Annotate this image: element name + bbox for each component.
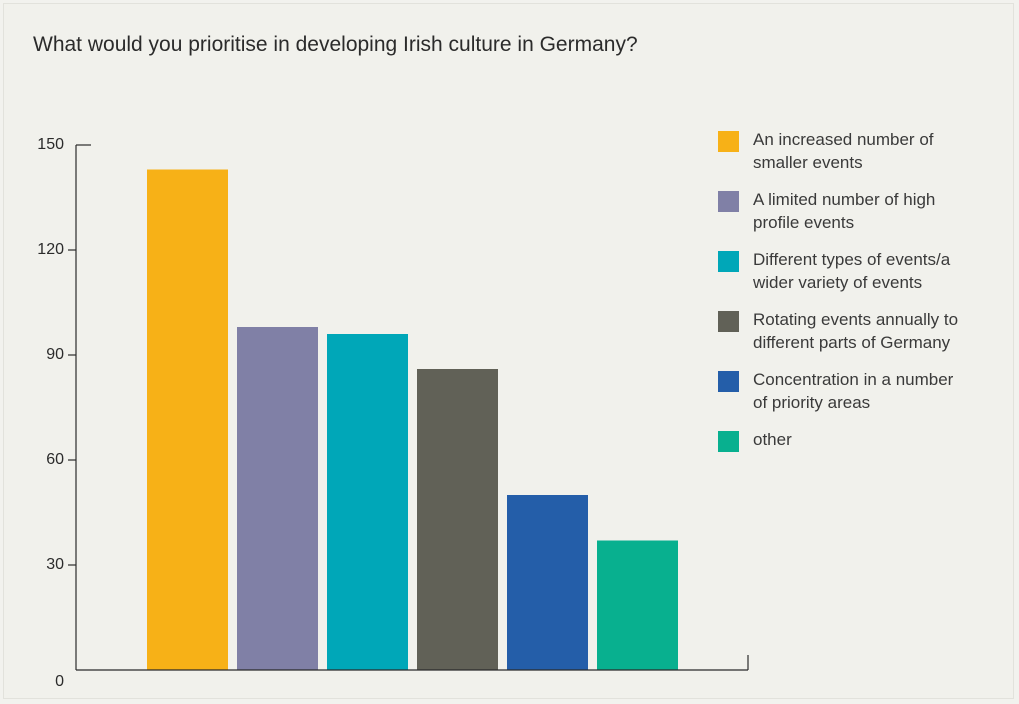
legend-item-priority-areas: Concentration in a number of priority ar… bbox=[718, 368, 1008, 414]
legend-swatch bbox=[718, 191, 739, 212]
legend-swatch bbox=[718, 431, 739, 452]
legend-label-line2: of priority areas bbox=[753, 393, 871, 412]
chart-title: What would you prioritise in developing … bbox=[33, 33, 638, 56]
bar-3 bbox=[417, 369, 498, 670]
y-tick-label-60: 60 bbox=[46, 451, 64, 468]
legend-swatch bbox=[718, 371, 739, 392]
legend: An increased number of smaller events A … bbox=[718, 128, 1008, 465]
legend-swatch bbox=[718, 251, 739, 272]
legend-label-line1: Concentration in a number bbox=[753, 370, 954, 389]
y-tick-label-120: 120 bbox=[37, 241, 64, 258]
bar-1 bbox=[237, 327, 318, 670]
legend-label-line1: Different types of events/a bbox=[753, 250, 951, 269]
bar-2 bbox=[327, 334, 408, 670]
legend-item-smaller-events: An increased number of smaller events bbox=[718, 128, 1008, 174]
legend-item-other: other bbox=[718, 428, 1008, 452]
bar-5 bbox=[597, 540, 678, 670]
legend-label-line1: An increased number of bbox=[753, 130, 934, 149]
legend-label-line2: profile events bbox=[753, 213, 855, 232]
legend-swatch bbox=[718, 131, 739, 152]
legend-item-high-profile-events: A limited number of high profile events bbox=[718, 188, 1008, 234]
legend-label-line1: Rotating events annually to bbox=[753, 310, 959, 329]
legend-item-different-types: Different types of events/a wider variet… bbox=[718, 248, 1008, 294]
legend-label-line1: other bbox=[753, 430, 792, 449]
y-tick-label-30: 30 bbox=[46, 556, 64, 573]
y-tick-label-0: 0 bbox=[55, 673, 64, 690]
legend-label-line2: different parts of Germany bbox=[753, 333, 951, 352]
y-tick-label-90: 90 bbox=[46, 346, 64, 363]
y-tick-label-150: 150 bbox=[37, 136, 64, 153]
legend-item-rotating-events: Rotating events annually to different pa… bbox=[718, 308, 1008, 354]
bar-0 bbox=[147, 169, 228, 670]
legend-label-line1: A limited number of high bbox=[753, 190, 936, 209]
bar-4 bbox=[507, 495, 588, 670]
legend-swatch bbox=[718, 311, 739, 332]
legend-label-line2: wider variety of events bbox=[753, 273, 923, 292]
legend-label-line2: smaller events bbox=[753, 153, 863, 172]
